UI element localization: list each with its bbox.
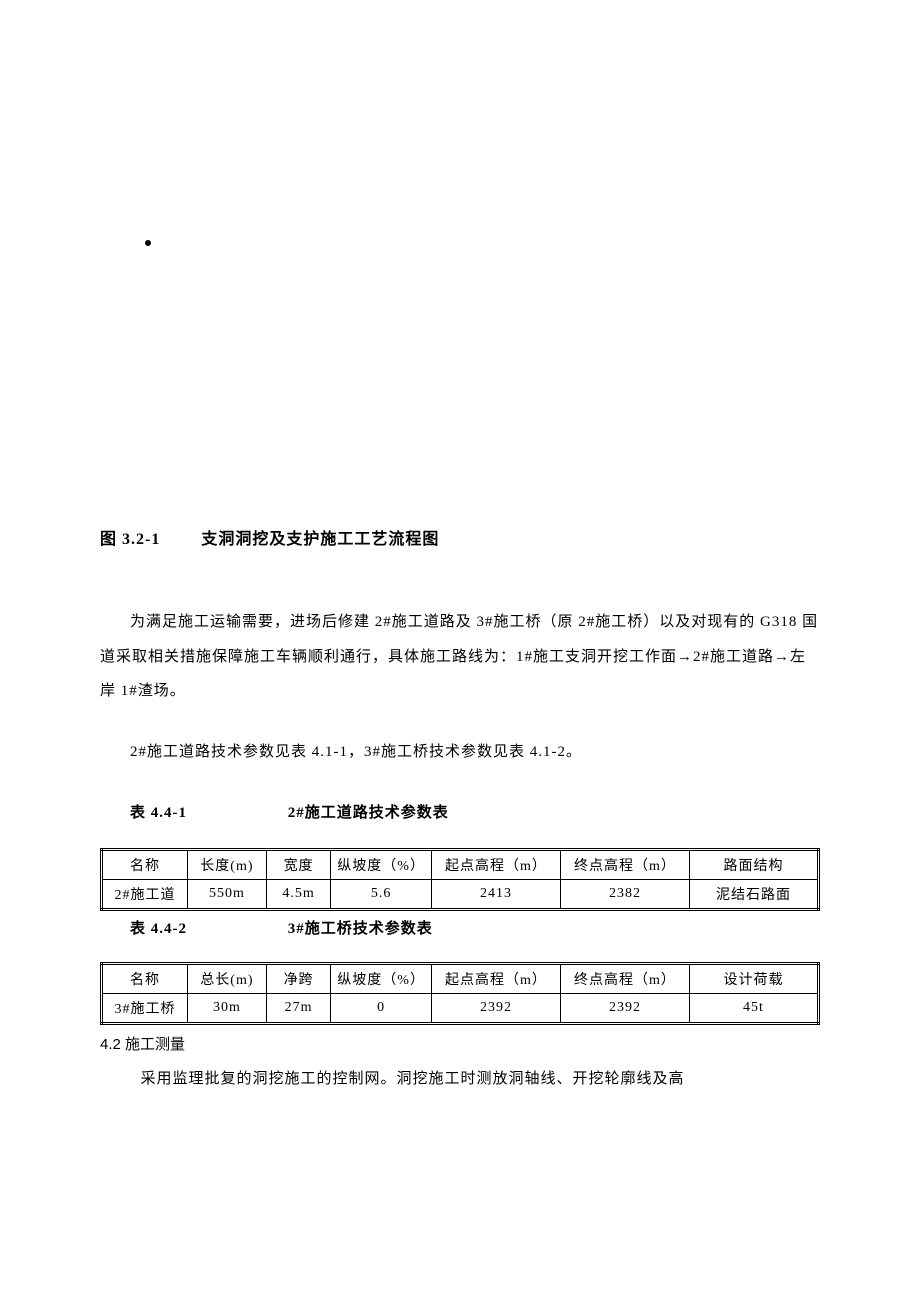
table-header-cell: 设计荷载 [690, 964, 819, 994]
table-cell: 2#施工道 [102, 880, 188, 910]
table-header-cell: 名称 [102, 850, 188, 880]
table-header-cell: 净跨 [266, 964, 330, 994]
paragraph-1: 为满足施工运输需要，进场后修建 2#施工道路及 3#施工桥（原 2#施工桥）以及… [100, 605, 820, 709]
table-row: 名称 长度(m) 宽度 纵坡度（%） 起点高程（m） 终点高程（m） 路面结构 [102, 850, 819, 880]
figure-caption-label: 图 3.2-1 [100, 531, 160, 548]
table-cell: 2382 [560, 880, 689, 910]
table-header-cell: 宽度 [266, 850, 330, 880]
table-header-cell: 起点高程（m） [431, 964, 560, 994]
table-cell: 3#施工桥 [102, 994, 188, 1024]
section-heading: 4.2 施工测量 [100, 1033, 820, 1054]
table-cell: 27m [266, 994, 330, 1024]
table-header-cell: 纵坡度（%） [331, 850, 432, 880]
table-row: 2#施工道 550m 4.5m 5.6 2413 2382 泥结石路面 [102, 880, 819, 910]
table-cell: 0 [331, 994, 432, 1024]
table-header-cell: 纵坡度（%） [331, 964, 432, 994]
table-cell: 4.5m [266, 880, 330, 910]
table-cell: 2392 [431, 994, 560, 1024]
table-2-caption-title: 3#施工桥技术参数表 [288, 921, 433, 937]
table-cell: 30m [188, 994, 267, 1024]
table-2: 名称 总长(m) 净跨 纵坡度（%） 起点高程（m） 终点高程（m） 设计荷载 … [100, 962, 820, 1025]
table-1-caption: 表 4.4-1 2#施工道路技术参数表 [130, 801, 820, 822]
table-2-caption-label: 表 4.4-2 [130, 921, 187, 937]
table-header-cell: 路面结构 [690, 850, 819, 880]
table-header-cell: 名称 [102, 964, 188, 994]
section-body: 采用监理批复的洞挖施工的控制网。洞挖施工时测放洞轴线、开挖轮廓线及高 [100, 1062, 820, 1097]
table-header-cell: 总长(m) [188, 964, 267, 994]
figure-caption-title: 支洞洞挖及支护施工工艺流程图 [201, 531, 439, 548]
table-cell: 2392 [560, 994, 689, 1024]
table-cell: 550m [188, 880, 267, 910]
table-header-cell: 起点高程（m） [431, 850, 560, 880]
table-cell: 2413 [431, 880, 560, 910]
paragraph-2: 2#施工道路技术参数见表 4.1-1，3#施工桥技术参数见表 4.1-2。 [100, 735, 820, 770]
table-header-cell: 长度(m) [188, 850, 267, 880]
table-cell: 泥结石路面 [690, 880, 819, 910]
table-cell: 45t [690, 994, 819, 1024]
bullet-dot [145, 240, 151, 246]
table-row: 3#施工桥 30m 27m 0 2392 2392 45t [102, 994, 819, 1024]
table-cell: 5.6 [331, 880, 432, 910]
table-row: 名称 总长(m) 净跨 纵坡度（%） 起点高程（m） 终点高程（m） 设计荷载 [102, 964, 819, 994]
table-2-caption: 表 4.4-2 3#施工桥技术参数表 [130, 917, 820, 938]
table-header-cell: 终点高程（m） [560, 964, 689, 994]
table-header-cell: 终点高程（m） [560, 850, 689, 880]
table-1-caption-label: 表 4.4-1 [130, 805, 187, 821]
table-1-caption-title: 2#施工道路技术参数表 [288, 805, 449, 821]
table-1: 名称 长度(m) 宽度 纵坡度（%） 起点高程（m） 终点高程（m） 路面结构 … [100, 848, 820, 911]
figure-caption: 图 3.2-1 支洞洞挖及支护施工工艺流程图 [100, 525, 820, 549]
